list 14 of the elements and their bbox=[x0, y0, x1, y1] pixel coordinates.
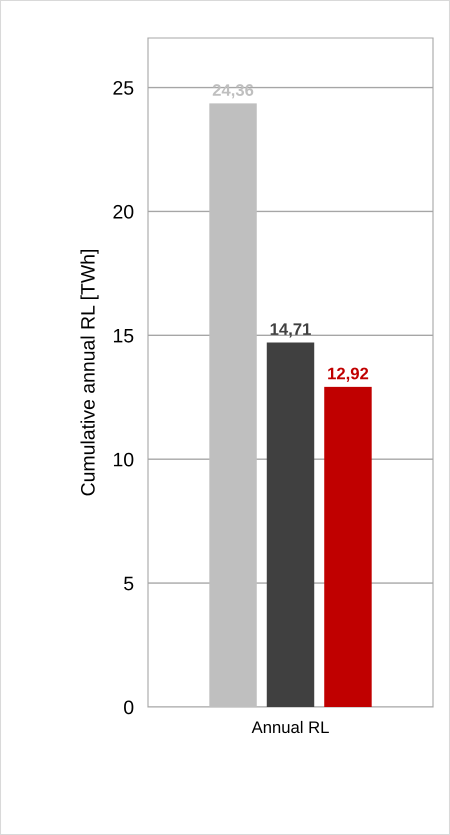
bar bbox=[266, 342, 314, 707]
y-tick-label: 5 bbox=[124, 576, 134, 590]
y-tick-label: 25 bbox=[113, 81, 134, 95]
y-tick-label: 10 bbox=[114, 452, 134, 466]
data-label: 14,71 bbox=[270, 323, 311, 338]
data-label: 12,92 bbox=[328, 368, 368, 382]
data-label: 24,36 bbox=[212, 84, 254, 98]
y-tick-label: 15 bbox=[114, 329, 134, 343]
bar bbox=[209, 103, 257, 707]
y-tick-label: 20 bbox=[113, 204, 134, 219]
bar bbox=[324, 386, 372, 707]
y-axis-title: Cumulative annual RL [TWh] bbox=[80, 250, 99, 496]
y-tick-label: 0 bbox=[124, 700, 134, 714]
x-tick-label: Annual RL bbox=[252, 720, 329, 734]
